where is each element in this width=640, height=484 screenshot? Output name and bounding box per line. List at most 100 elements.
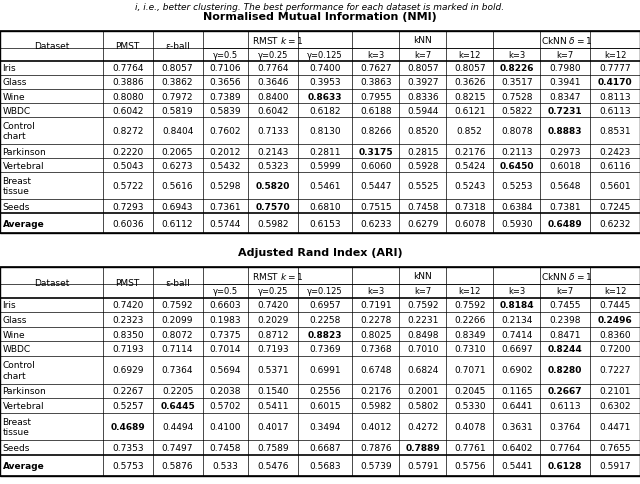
Text: k=3: k=3 (367, 287, 385, 296)
Text: 0.7592: 0.7592 (407, 301, 438, 310)
Text: 0.7389: 0.7389 (209, 92, 241, 102)
Text: 0.8215: 0.8215 (454, 92, 486, 102)
Text: 0.3494: 0.3494 (310, 422, 341, 431)
Text: γ=0.25: γ=0.25 (258, 287, 288, 296)
Text: 0.5447: 0.5447 (360, 182, 392, 191)
Text: 0.8078: 0.8078 (501, 127, 532, 136)
Text: 0.8336: 0.8336 (407, 92, 438, 102)
Text: 0.8633: 0.8633 (308, 92, 342, 102)
Bar (0, 31, 640, 234)
Text: 0.5298: 0.5298 (209, 182, 241, 191)
Text: 0.5791: 0.5791 (407, 461, 438, 470)
Text: 0.5371: 0.5371 (257, 365, 289, 375)
Text: 0.7458: 0.7458 (407, 202, 438, 211)
Text: Normalised Mutual Information (NMI): Normalised Mutual Information (NMI) (203, 13, 437, 22)
Text: 0.6273: 0.6273 (162, 162, 193, 170)
Text: 0.3626: 0.3626 (454, 78, 486, 87)
Text: 0.7133: 0.7133 (257, 127, 289, 136)
Text: 0.7764: 0.7764 (549, 443, 581, 452)
Text: k=7: k=7 (414, 50, 431, 60)
Text: 0.2973: 0.2973 (549, 147, 581, 156)
Text: 0.6824: 0.6824 (407, 365, 438, 375)
Text: 0.2065: 0.2065 (162, 147, 193, 156)
Text: 0.5257: 0.5257 (112, 401, 143, 410)
Text: 0.2176: 0.2176 (454, 147, 486, 156)
Text: 0.6402: 0.6402 (501, 443, 532, 452)
Text: 0.7231: 0.7231 (548, 106, 582, 116)
Text: 0.6450: 0.6450 (499, 162, 534, 170)
Text: Vertebral: Vertebral (3, 162, 44, 170)
Text: 0.2496: 0.2496 (598, 316, 632, 324)
Text: 0.3886: 0.3886 (112, 78, 143, 87)
Bar (0, 267, 640, 476)
Text: 0.8360: 0.8360 (599, 330, 631, 339)
Text: 0.2001: 0.2001 (407, 387, 438, 395)
Text: 0.3862: 0.3862 (162, 78, 193, 87)
Text: 0.7414: 0.7414 (501, 330, 532, 339)
Text: 0.2398: 0.2398 (549, 316, 581, 324)
Text: 0.2012: 0.2012 (210, 147, 241, 156)
Text: 0.6128: 0.6128 (548, 461, 582, 470)
Text: 0.6018: 0.6018 (549, 162, 581, 170)
Text: 0.2815: 0.2815 (407, 147, 438, 156)
Text: 0.3175: 0.3175 (358, 147, 393, 156)
Text: 0.6112: 0.6112 (162, 219, 193, 228)
Text: RMST $k = 1$: RMST $k = 1$ (252, 34, 303, 45)
Text: 0.7455: 0.7455 (549, 301, 581, 310)
Text: 0.2267: 0.2267 (112, 387, 143, 395)
Text: 0.6943: 0.6943 (162, 202, 193, 211)
Text: 0.6188: 0.6188 (360, 106, 392, 116)
Text: γ=0.5: γ=0.5 (212, 50, 238, 60)
Text: 0.8520: 0.8520 (407, 127, 438, 136)
Text: 0.7245: 0.7245 (599, 202, 631, 211)
Text: PMST: PMST (116, 278, 140, 287)
Text: 0.6116: 0.6116 (599, 162, 631, 170)
Text: k=7: k=7 (414, 287, 431, 296)
Text: 0.7602: 0.7602 (209, 127, 241, 136)
Text: 0.1540: 0.1540 (257, 387, 289, 395)
Text: 0.8823: 0.8823 (308, 330, 342, 339)
Text: 0.7955: 0.7955 (360, 92, 392, 102)
Text: 0.8531: 0.8531 (599, 127, 631, 136)
Text: 0.5822: 0.5822 (501, 106, 532, 116)
Text: CkNN $\delta = 1$: CkNN $\delta = 1$ (541, 34, 592, 45)
Text: ε-ball: ε-ball (165, 42, 190, 51)
Text: Breast
tissue: Breast tissue (3, 417, 31, 436)
Text: 0.5982: 0.5982 (257, 219, 289, 228)
Text: 0.5820: 0.5820 (256, 182, 290, 191)
Text: 0.5694: 0.5694 (209, 365, 241, 375)
Text: 0.6036: 0.6036 (112, 219, 143, 228)
Text: 0.7375: 0.7375 (209, 330, 241, 339)
Text: 0.8244: 0.8244 (548, 345, 582, 353)
Text: 0.5243: 0.5243 (454, 182, 485, 191)
Text: Dataset: Dataset (34, 278, 69, 287)
Text: 0.6991: 0.6991 (309, 365, 341, 375)
Text: 0.3517: 0.3517 (501, 78, 532, 87)
Text: 0.5432: 0.5432 (210, 162, 241, 170)
Text: Adjusted Rand Index (ARI): Adjusted Rand Index (ARI) (237, 247, 403, 257)
Text: 0.8471: 0.8471 (549, 330, 581, 339)
Text: 0.4078: 0.4078 (454, 422, 486, 431)
Text: 0.2556: 0.2556 (309, 387, 341, 395)
Text: Average: Average (3, 219, 44, 228)
Text: 0.4170: 0.4170 (598, 78, 632, 87)
Text: 0.7777: 0.7777 (599, 64, 631, 73)
Text: 0.6042: 0.6042 (112, 106, 143, 116)
Text: Breast
tissue: Breast tissue (3, 177, 31, 196)
Text: γ=0.125: γ=0.125 (307, 50, 343, 60)
Text: 0.5441: 0.5441 (501, 461, 532, 470)
Text: 0.2278: 0.2278 (360, 316, 392, 324)
Text: 0.7364: 0.7364 (162, 365, 193, 375)
Text: 0.5476: 0.5476 (257, 461, 289, 470)
Text: 0.8350: 0.8350 (112, 330, 143, 339)
Text: 0.8280: 0.8280 (548, 365, 582, 375)
Text: 0.8347: 0.8347 (549, 92, 581, 102)
Text: 0.2266: 0.2266 (454, 316, 485, 324)
Text: WBDC: WBDC (3, 345, 31, 353)
Text: Glass: Glass (3, 316, 27, 324)
Text: 0.5461: 0.5461 (309, 182, 341, 191)
Text: 0.2258: 0.2258 (310, 316, 341, 324)
Text: 0.7589: 0.7589 (257, 443, 289, 452)
Text: 0.1983: 0.1983 (209, 316, 241, 324)
Text: 0.7010: 0.7010 (407, 345, 438, 353)
